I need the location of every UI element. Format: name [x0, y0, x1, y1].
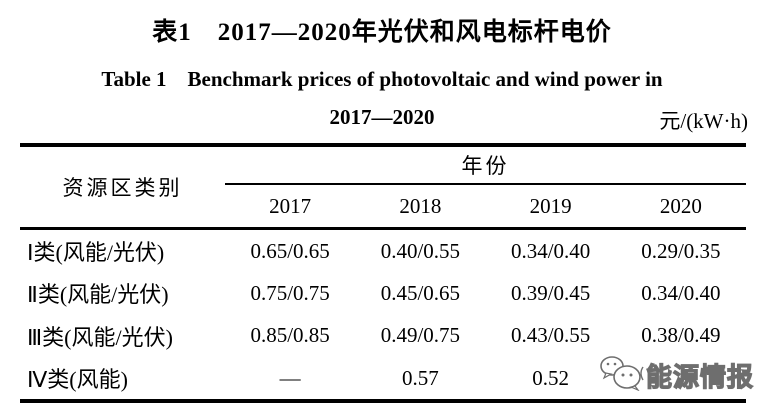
table-row: Ⅰ类(风能/光伏) 0.65/0.65 0.40/0.55 0.34/0.40 …: [20, 230, 746, 272]
table-row: Ⅱ类(风能/光伏) 0.75/0.75 0.45/0.65 0.39/0.45 …: [20, 272, 746, 314]
price-cell: 0.29/0.35: [641, 238, 721, 263]
table-row: Ⅳ类(风能) — 0.57 0.52: [20, 357, 746, 399]
table-caption-en: Table 1 Benchmark prices of photovoltaic…: [101, 67, 663, 91]
year-column-group: 年份 2017 2018 2019 2020: [225, 147, 746, 227]
table-row: Ⅲ类(风能/光伏) 0.85/0.85 0.49/0.75 0.43/0.55 …: [20, 315, 746, 357]
price-cell: 0.52: [532, 365, 569, 390]
year-column-header: 2019: [529, 193, 572, 218]
price-cell: 0.34/0.40: [510, 238, 591, 263]
price-cell: 0.75/0.75: [250, 280, 330, 305]
row-label: Ⅰ类(风能/光伏): [27, 240, 165, 266]
year-column-header: 2018: [399, 193, 442, 218]
price-table: 资源区类别 年份 2017 2018 2019 2020 Ⅰ类(风能/光伏) 0…: [20, 143, 746, 404]
wechat-bubbles-icon: [598, 355, 644, 396]
year-group-header: 年份: [225, 147, 746, 185]
row-label: Ⅳ类(风能): [27, 367, 128, 393]
price-cell: 0.39/0.45: [510, 280, 591, 305]
price-cell: 0.43/0.55: [510, 323, 591, 348]
row-label: Ⅲ类(风能/光伏): [27, 324, 173, 350]
price-cell: —: [279, 365, 301, 390]
table-caption-year-range: 2017—2020: [329, 105, 435, 129]
unit-label: 元/(kW·h): [659, 109, 748, 133]
year-column-header: 2020: [659, 193, 702, 218]
year-header-row: 2017 2018 2019 2020: [225, 185, 746, 227]
row-label: Ⅱ类(风能/光伏): [27, 282, 169, 308]
price-cell: 0.45/0.65: [380, 280, 461, 305]
price-cell: 0.38/0.49: [641, 323, 721, 348]
table-header: 资源区类别 年份 2017 2018 2019 2020: [20, 147, 746, 230]
price-cell: 0.49/0.75: [380, 323, 461, 348]
price-cell: 0.57: [402, 365, 439, 390]
corner-header-resource-zone: 资源区类别: [62, 176, 183, 200]
price-cell: 0.40/0.55: [380, 238, 461, 263]
year-column-header: 2017: [269, 193, 312, 218]
table-body: Ⅰ类(风能/光伏) 0.65/0.65 0.40/0.55 0.34/0.40 …: [20, 230, 746, 399]
table-caption-zh: 表1 2017—2020年光伏和风电标杆电价: [152, 19, 612, 46]
price-cell: 0.65/0.65: [250, 238, 330, 263]
price-cell: 0.85/0.85: [250, 323, 330, 348]
watermark-text: 能源情报: [645, 362, 755, 392]
watermark: 能源情报: [598, 355, 755, 396]
price-cell: 0.34/0.40: [641, 280, 721, 305]
